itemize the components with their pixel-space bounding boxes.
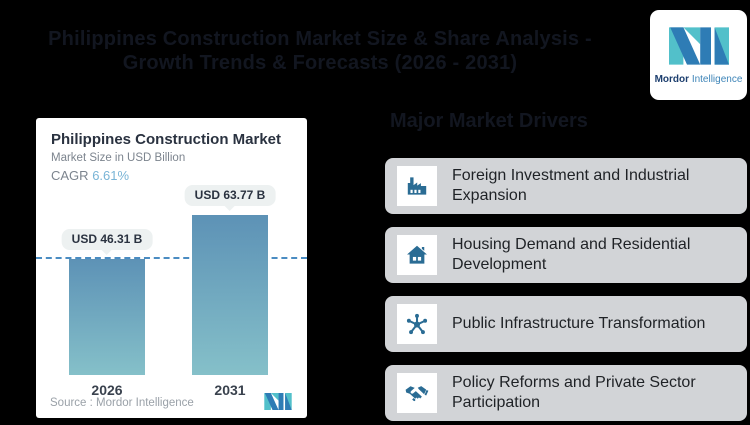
page-title: Philippines Construction Market Size & S… [0, 27, 640, 75]
driver-item-housing-demand: Housing Demand and Residential Developme… [385, 227, 747, 283]
driver-label: Housing Demand and Residential Developme… [452, 235, 691, 273]
cagr-row: CAGR 6.61% [51, 168, 292, 183]
x-tick-2031: 2031 [214, 382, 246, 398]
brand-wordmark: Mordor Intelligence [655, 74, 743, 85]
chart-title: Philippines Construction Market [51, 131, 282, 148]
house-icon [397, 235, 437, 275]
driver-label: Public Infrastructure Transformation [452, 314, 706, 332]
driver-item-foreign-investment: Foreign Investment and Industrial Expans… [385, 158, 747, 214]
chart-card-header: Philippines Construction Market Market S… [36, 118, 307, 183]
source-label: Source : Mordor Intelligence [50, 397, 194, 409]
page-title-line2: Growth Trends & Forecasts (2026 - 2031) [122, 52, 518, 74]
driver-item-policy-reforms: Policy Reforms and Private Sector Partic… [385, 365, 747, 421]
mordor-mini-logo-icon [264, 393, 292, 410]
driver-label: Foreign Investment and Industrial Expans… [452, 166, 690, 204]
value-label-2031: USD 63.77 B [184, 185, 276, 206]
cagr-label: CAGR [51, 168, 89, 183]
bar-2031 [192, 215, 268, 375]
drivers-list: Foreign Investment and Industrial Expans… [385, 158, 747, 421]
brand-name-bold: Mordor [654, 74, 690, 85]
network-icon [397, 304, 437, 344]
mordor-logo-icon [668, 27, 729, 65]
driver-label: Policy Reforms and Private Sector Partic… [452, 373, 696, 411]
driver-item-public-infrastructure: Public Infrastructure Transformation [385, 296, 747, 352]
market-size-chart-card: Philippines Construction Market Market S… [36, 118, 307, 418]
brand-name-light: Intelligence [691, 74, 743, 85]
page-title-line1: Philippines Construction Market Size & S… [48, 28, 592, 50]
plot-area: USD 46.31 B USD 63.77 B 2026 2031 [36, 118, 307, 418]
bar-2026 [69, 258, 145, 375]
brand-logo-card: Mordor Intelligence [650, 10, 747, 100]
chart-subtitle: Market Size in USD Billion [51, 152, 186, 164]
cagr-value: 6.61% [92, 168, 130, 183]
drivers-heading: Major Market Drivers [390, 110, 588, 132]
handshake-icon [397, 373, 437, 413]
x-tick-2026: 2026 [91, 382, 123, 398]
value-label-2026: USD 46.31 B [61, 228, 153, 250]
factory-icon [397, 166, 437, 206]
reference-line [36, 256, 307, 259]
